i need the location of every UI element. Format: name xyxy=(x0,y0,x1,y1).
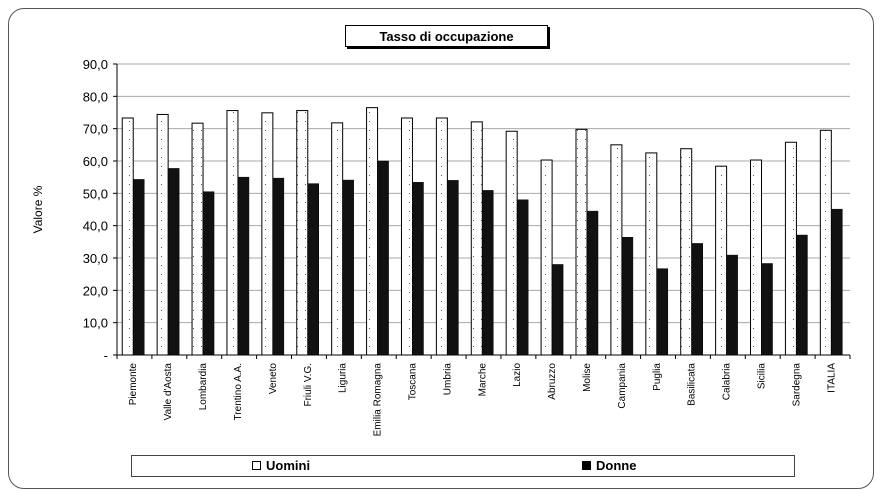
bar-uomini xyxy=(610,144,623,356)
bar-uomini xyxy=(435,117,448,356)
bar-uomini xyxy=(540,159,553,356)
y-tick-label: 60,0 xyxy=(83,154,108,169)
legend-item-uomini: Uomini xyxy=(252,458,310,473)
legend-item-donne: Donne xyxy=(582,458,636,473)
bar-donne xyxy=(202,191,215,356)
y-tick-label: 40,0 xyxy=(83,219,108,234)
bar-uomini xyxy=(331,122,344,356)
y-tick-label: 10,0 xyxy=(83,316,108,331)
bar-donne xyxy=(377,160,389,356)
x-tick-label: Sicilia xyxy=(757,363,768,390)
bar-donne xyxy=(167,168,180,356)
bar-donne xyxy=(691,243,703,356)
x-tick-label: Piemonte xyxy=(128,363,139,406)
bar-uomini xyxy=(819,129,832,356)
bar-donne xyxy=(621,237,634,356)
bar-donne xyxy=(272,177,285,356)
legend-label-donne: Donne xyxy=(596,458,637,473)
bar-donne xyxy=(551,264,564,356)
bar-donne xyxy=(482,190,494,356)
x-tick-label: Abruzzo xyxy=(547,363,558,400)
x-tick-label: Trentino A.A. xyxy=(233,363,244,420)
bar-donne xyxy=(796,234,808,356)
bar-uomini xyxy=(296,110,309,356)
x-tick-label: Valle d'Aosta xyxy=(163,363,174,421)
bar-uomini xyxy=(261,112,274,356)
y-axis-label: Valore % xyxy=(31,185,45,233)
y-tick-label: 70,0 xyxy=(83,122,108,137)
bar-uomini xyxy=(680,148,693,356)
bar-donne xyxy=(447,180,459,356)
x-tick-label: Molise xyxy=(582,363,593,392)
bar-donne xyxy=(516,199,529,356)
legend-swatch-uomini xyxy=(252,461,261,470)
x-tick-label: Basilicata xyxy=(687,363,698,406)
x-tick-label: Calabria xyxy=(722,363,733,401)
bar-uomini xyxy=(156,113,169,356)
bar-donne xyxy=(656,268,669,356)
x-tick-label: Marche xyxy=(477,363,488,397)
bar-uomini xyxy=(715,165,728,356)
x-tick-label: Campania xyxy=(617,363,628,409)
x-tick-label: Emilia Romagna xyxy=(373,363,384,437)
x-tick-label: Veneto xyxy=(268,363,279,395)
bar-donne xyxy=(132,179,145,356)
x-tick-label: Lazio xyxy=(512,363,523,387)
bar-uomini xyxy=(400,117,413,356)
bar-uomini xyxy=(645,152,658,356)
bar-uomini xyxy=(470,121,483,356)
y-tick-label: 80,0 xyxy=(83,89,108,104)
chart-title: Tasso di occupazione xyxy=(345,25,548,47)
bar-donne xyxy=(761,263,773,356)
bar-donne xyxy=(726,254,738,356)
x-tick-label: Friuli V.G. xyxy=(303,363,314,407)
bar-donne xyxy=(586,210,599,356)
x-tick-label: Liguria xyxy=(338,363,349,393)
x-tick-label: Lombardia xyxy=(198,363,209,411)
bar-donne xyxy=(831,208,843,356)
bar-donne xyxy=(237,176,250,356)
bar-uomini xyxy=(121,117,134,356)
y-tick-label: 50,0 xyxy=(83,186,108,201)
y-tick-label: - xyxy=(104,348,108,363)
legend-swatch-donne xyxy=(582,461,591,470)
bar-uomini xyxy=(505,130,518,356)
x-tick-label: Puglia xyxy=(652,363,663,391)
chart-legend: Uomini Donne xyxy=(131,455,795,477)
bar-uomini xyxy=(226,110,239,356)
bar-uomini xyxy=(784,141,797,356)
bar-uomini xyxy=(575,128,588,356)
legend-label-uomini: Uomini xyxy=(266,458,311,473)
bar-uomini xyxy=(750,159,763,356)
y-tick-label: 20,0 xyxy=(83,283,108,298)
bar-donne xyxy=(342,179,354,356)
bar-uomini xyxy=(191,122,204,356)
y-tick-label: 90,0 xyxy=(83,57,108,72)
x-tick-label: Umbria xyxy=(442,363,453,396)
bar-donne xyxy=(412,182,424,356)
bar-donne xyxy=(307,183,320,356)
y-tick-label: 30,0 xyxy=(83,251,108,266)
x-tick-label: Sardegna xyxy=(791,363,802,407)
x-tick-label: ITALIA xyxy=(826,363,837,393)
x-tick-label: Toscana xyxy=(407,363,418,401)
bar-uomini xyxy=(366,107,379,356)
